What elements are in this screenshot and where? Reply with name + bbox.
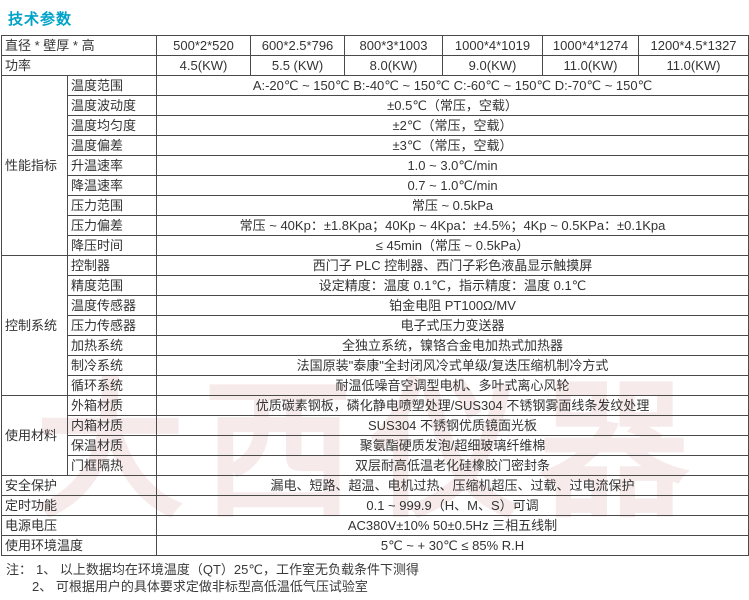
table-row: 性能指标 温度范围 A:-20℃ ~ 150℃ B:-40℃ ~ 150℃ C:…: [1, 75, 749, 256]
group-label-materials: 使用材料: [1, 395, 68, 476]
param-value-cell: 优质碳素钢板，磷化静电喷塑处理/SUS304 不锈钢雾面线条发纹处理: [156, 395, 749, 416]
param-value-cell: 全独立系统，镍铬合金电加热式加热器: [156, 335, 749, 356]
table-row: 内箱材质 SUS304 不锈钢优质镜面光板: [2, 415, 749, 436]
row-label-ambient: 使用环境温度: [0, 535, 158, 556]
param-value-cell: 5℃ ~ + 30℃ ≤ 85% R.H: [156, 535, 749, 556]
param-label-cell: 循环系统: [66, 375, 158, 396]
table-row: 制冷系统 法国原装"泰康"全封闭风冷式单级/复迭压缩机制冷方式: [2, 355, 749, 376]
power-value-cell: 5.5 (KW): [250, 55, 346, 76]
table-row: 升温速率 1.0 ~ 3.0℃/min: [2, 155, 749, 176]
size-value-cell: 800*3*1003: [344, 35, 444, 56]
group-label-performance: 性能指标: [1, 75, 68, 256]
size-value-cell: 1000*4*1274: [542, 35, 640, 56]
param-value-cell: 0.1 ~ 999.9（H、M、S）可调: [156, 495, 749, 516]
param-label-cell: 压力传感器: [66, 315, 158, 336]
table-row: 循环系统 耐温低噪音空调型电机、多叶式离心风轮: [2, 375, 749, 396]
footnote-line-1: 注： 1、 以上数据均在环境温度（QT）25℃，工作室无负载条件下测得: [6, 561, 419, 578]
table-row: 使用材料 外箱材质 优质碳素钢板，磷化静电喷塑处理/SUS304 不锈钢雾面线条…: [1, 395, 749, 476]
power-value-cell: 11.0(KW): [542, 55, 640, 76]
param-value-cell: 西门子 PLC 控制器、西门子彩色液晶显示触摸屏: [156, 255, 749, 276]
param-value-cell: ±2℃（常压，空载）: [156, 115, 749, 136]
footnote-prefix: 注：: [6, 562, 33, 577]
param-label-cell: 降温速率: [66, 175, 158, 196]
param-value-cell: 耐温低噪音空调型电机、多叶式离心风轮: [156, 375, 749, 396]
table-row: 门框隔热 双层耐高低温老化硅橡胶门密封条: [2, 455, 749, 476]
size-value-cell: 1200*4.5*1327: [638, 35, 749, 56]
size-value-cell: 600*2.5*796: [250, 35, 346, 56]
footnote-text-1: 1、 以上数据均在环境温度（QT）25℃，工作室无负载条件下测得: [36, 562, 419, 577]
footnote-line-2: 2、 可根据用户的具体要求定做非标型高低温低气压试验室: [32, 578, 419, 595]
row-label-safety: 安全保护: [0, 475, 158, 496]
footnote-text-2: 2、 可根据用户的具体要求定做非标型高低温低气压试验室: [32, 579, 368, 594]
param-value-cell: ±0.5℃（常压，空载）: [156, 95, 749, 116]
param-label-cell: 温度波动度: [66, 95, 158, 116]
table-row-voltage: 电源电压 AC380V±10% 50±0.5Hz 三相五线制: [0, 515, 749, 536]
param-label-cell: 外箱材质: [66, 395, 158, 416]
table-row: 控制系统 控制器 西门子 PLC 控制器、西门子彩色液晶显示触摸屏: [1, 255, 749, 396]
row-label-power: 功率: [0, 55, 158, 76]
param-value-cell: 聚氨酯硬质发泡/超细玻璃纤维棉: [156, 435, 749, 456]
param-value-cell: A:-20℃ ~ 150℃ B:-40℃ ~ 150℃ C:-60℃ ~ 150…: [156, 75, 749, 96]
table-row-power: 功率 4.5(KW) 5.5 (KW) 8.0(KW) 9.0(KW) 11.0…: [0, 55, 749, 76]
page-title: 技术参数: [8, 11, 73, 28]
table-row-size: 直径 * 壁厚 * 高 500*2*520 600*2.5*796 800*3*…: [0, 35, 749, 56]
param-label-cell: 保温材质: [66, 435, 158, 456]
param-value-cell: 常压 ~ 0.5kPa: [156, 195, 749, 216]
table-row: 降温速率 0.7 ~ 1.0℃/min: [2, 175, 749, 196]
param-value-cell: AC380V±10% 50±0.5Hz 三相五线制: [156, 515, 749, 536]
table-row: 温度均匀度 ±2℃（常压，空载）: [2, 115, 749, 136]
param-label-cell: 内箱材质: [66, 415, 158, 436]
param-value-cell: 电子式压力变送器: [156, 315, 749, 336]
table-row-ambient: 使用环境温度 5℃ ~ + 30℃ ≤ 85% R.H: [0, 535, 749, 556]
param-label-cell: 制冷系统: [66, 355, 158, 376]
table-row: 温度波动度 ±0.5℃（常压，空载）: [2, 95, 749, 116]
param-label-cell: 门框隔热: [66, 455, 158, 476]
param-value-cell: 双层耐高低温老化硅橡胶门密封条: [156, 455, 749, 476]
param-label-cell: 控制器: [66, 255, 158, 276]
table-row: 精度范围 设定精度：温度 0.1℃，指示精度：温度 0.1℃: [2, 275, 749, 296]
power-value-cell: 4.5(KW): [156, 55, 252, 76]
param-value-cell: 设定精度：温度 0.1℃，指示精度：温度 0.1℃: [156, 275, 749, 296]
power-value-cell: 9.0(KW): [442, 55, 544, 76]
table-row: 保温材质 聚氨酯硬质发泡/超细玻璃纤维棉: [2, 435, 749, 456]
param-value-cell: SUS304 不锈钢优质镜面光板: [156, 415, 749, 436]
row-label-size: 直径 * 壁厚 * 高: [0, 35, 158, 56]
row-label-voltage: 电源电压: [0, 515, 158, 536]
table-row-safety: 安全保护 漏电、短路、超温、电机过热、压缩机超压、过载、过电流保护: [0, 475, 749, 496]
table-row: 压力偏差 常压 ~ 40Kp：±1.8Kpa；40Kp ~ 4Kpa：±4.5%…: [2, 215, 749, 236]
param-value-cell: 漏电、短路、超温、电机过热、压缩机超压、过载、过电流保护: [156, 475, 749, 496]
power-value-cell: 8.0(KW): [344, 55, 444, 76]
param-label-cell: 温度均匀度: [66, 115, 158, 136]
size-value-cell: 500*2*520: [156, 35, 252, 56]
param-value-cell: 法国原装"泰康"全封闭风冷式单级/复迭压缩机制冷方式: [156, 355, 749, 376]
group-label-control: 控制系统: [1, 255, 68, 396]
param-value-cell: 铂金电阻 PT100Ω/MV: [156, 295, 749, 316]
param-value-cell: 0.7 ~ 1.0℃/min: [156, 175, 749, 196]
param-value-cell: ±3℃（常压，空载）: [156, 135, 749, 156]
param-label-cell: 压力偏差: [66, 215, 158, 236]
table-row: 压力传感器 电子式压力变送器: [2, 315, 749, 336]
table-row: 温度传感器 铂金电阻 PT100Ω/MV: [2, 295, 749, 316]
param-label-cell: 压力范围: [66, 195, 158, 216]
param-value-cell: ≤ 45min（常压 ~ 0.5kPa）: [156, 235, 749, 256]
power-value-cell: 11.0(KW): [638, 55, 749, 76]
table-row: 压力范围 常压 ~ 0.5kPa: [2, 195, 749, 216]
param-label-cell: 升温速率: [66, 155, 158, 176]
table-row: 降压时间 ≤ 45min（常压 ~ 0.5kPa）: [2, 235, 749, 256]
row-label-timer: 定时功能: [0, 495, 158, 516]
param-label-cell: 温度偏差: [66, 135, 158, 156]
param-value-cell: 常压 ~ 40Kp：±1.8Kpa；40Kp ~ 4Kpa：±4.5%；4Kp …: [156, 215, 749, 236]
param-label-cell: 加热系统: [66, 335, 158, 356]
table-row-timer: 定时功能 0.1 ~ 999.9（H、M、S）可调: [0, 495, 749, 516]
size-value-cell: 1000*4*1019: [442, 35, 544, 56]
param-label-cell: 降压时间: [66, 235, 158, 256]
footnotes: 注： 1、 以上数据均在环境温度（QT）25℃，工作室无负载条件下测得 2、 可根…: [6, 561, 419, 595]
param-value-cell: 1.0 ~ 3.0℃/min: [156, 155, 749, 176]
param-label-cell: 精度范围: [66, 275, 158, 296]
param-label-cell: 温度范围: [66, 75, 158, 96]
table-row: 加热系统 全独立系统，镍铬合金电加热式加热器: [2, 335, 749, 356]
param-label-cell: 温度传感器: [66, 295, 158, 316]
spec-table: 直径 * 壁厚 * 高 500*2*520 600*2.5*796 800*3*…: [0, 35, 749, 556]
table-row: 温度偏差 ±3℃（常压，空载）: [2, 135, 749, 156]
